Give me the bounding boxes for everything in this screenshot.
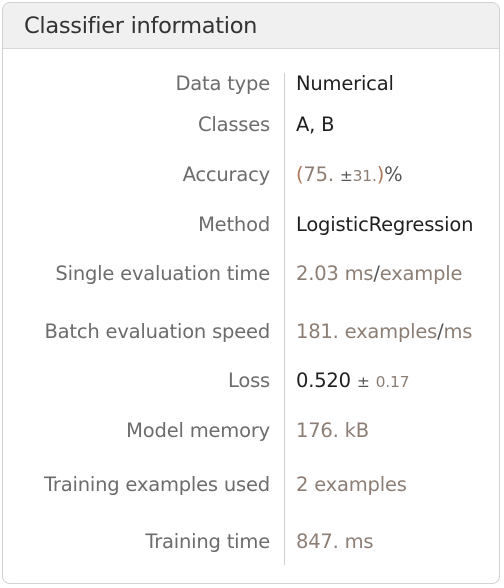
- row-training-time: Training time 847. ms: [3, 525, 499, 559]
- single-eval-time-per: example: [379, 262, 463, 285]
- classes-label: Classes: [197, 113, 270, 136]
- training-time-label: Training time: [145, 530, 270, 553]
- training-examples-value: 2: [296, 473, 309, 496]
- classifier-info-panel: Classifier information Data type Numeric…: [2, 2, 500, 584]
- accuracy-pm: ±: [339, 167, 353, 185]
- accuracy-unit: %: [384, 163, 403, 186]
- loss-value: 0.520: [296, 369, 351, 392]
- row-loss: Loss 0.520 ± 0.17: [3, 364, 499, 398]
- row-model-memory: Model memory 176. kB: [3, 414, 499, 448]
- column-divider: [284, 73, 285, 565]
- loss-label: Loss: [228, 369, 270, 392]
- row-method: Method LogisticRegression: [3, 208, 499, 242]
- method-value: LogisticRegression: [296, 213, 474, 236]
- loss-value-group: 0.520 ± 0.17: [296, 364, 410, 399]
- batch-eval-speed-value-group: 181. examples/ms: [296, 315, 472, 349]
- model-memory-value: 176.: [296, 419, 339, 442]
- row-single-eval-time: Single evaluation time 2.03 ms/example: [3, 257, 499, 291]
- batch-eval-speed-value: 181.: [296, 320, 339, 343]
- training-time-value-group: 847. ms: [296, 525, 374, 559]
- batch-eval-speed-per: ms: [443, 320, 473, 343]
- accuracy-value-group: (75. ±31.)%: [296, 158, 403, 193]
- model-memory-value-group: 176. kB: [296, 414, 369, 448]
- loss-pm: ±: [356, 373, 370, 391]
- accuracy-value: 75.: [303, 163, 334, 186]
- training-examples-value-group: 2 examples: [296, 468, 407, 502]
- classes-value: A, B: [296, 113, 335, 136]
- row-data-type: Data type Numerical: [3, 67, 499, 101]
- training-examples-unit: examples: [314, 473, 407, 496]
- training-time-value: 847.: [296, 530, 339, 553]
- accuracy-open-paren: (: [296, 163, 304, 186]
- model-memory-label: Model memory: [126, 419, 270, 442]
- training-time-unit: ms: [344, 530, 374, 553]
- single-eval-time-unit: ms: [344, 262, 374, 285]
- batch-eval-speed-label: Batch evaluation speed: [44, 320, 270, 343]
- row-batch-eval-speed: Batch evaluation speed 181. examples/ms: [3, 315, 499, 349]
- single-eval-time-value: 2.03: [296, 262, 339, 285]
- loss-error: 0.17: [375, 373, 410, 391]
- batch-eval-speed-unit: examples: [344, 320, 438, 343]
- row-training-examples: Training examples used 2 examples: [3, 468, 499, 502]
- accuracy-label: Accuracy: [182, 163, 271, 186]
- accuracy-close-paren: ): [376, 163, 385, 186]
- training-examples-label: Training examples used: [44, 473, 270, 496]
- row-classes: Classes A, B: [3, 108, 499, 142]
- single-eval-time-slash: /: [373, 262, 380, 285]
- batch-eval-speed-slash: /: [437, 320, 444, 343]
- data-type-value: Numerical: [296, 72, 394, 95]
- accuracy-error: 31.: [352, 167, 377, 185]
- single-eval-time-label: Single evaluation time: [55, 262, 270, 285]
- data-type-label: Data type: [175, 72, 270, 95]
- model-memory-unit: kB: [344, 419, 369, 442]
- single-eval-time-value-group: 2.03 ms/example: [296, 257, 463, 291]
- method-label: Method: [198, 213, 270, 236]
- row-accuracy: Accuracy (75. ±31.)%: [3, 158, 499, 192]
- panel-title: Classifier information: [3, 3, 499, 49]
